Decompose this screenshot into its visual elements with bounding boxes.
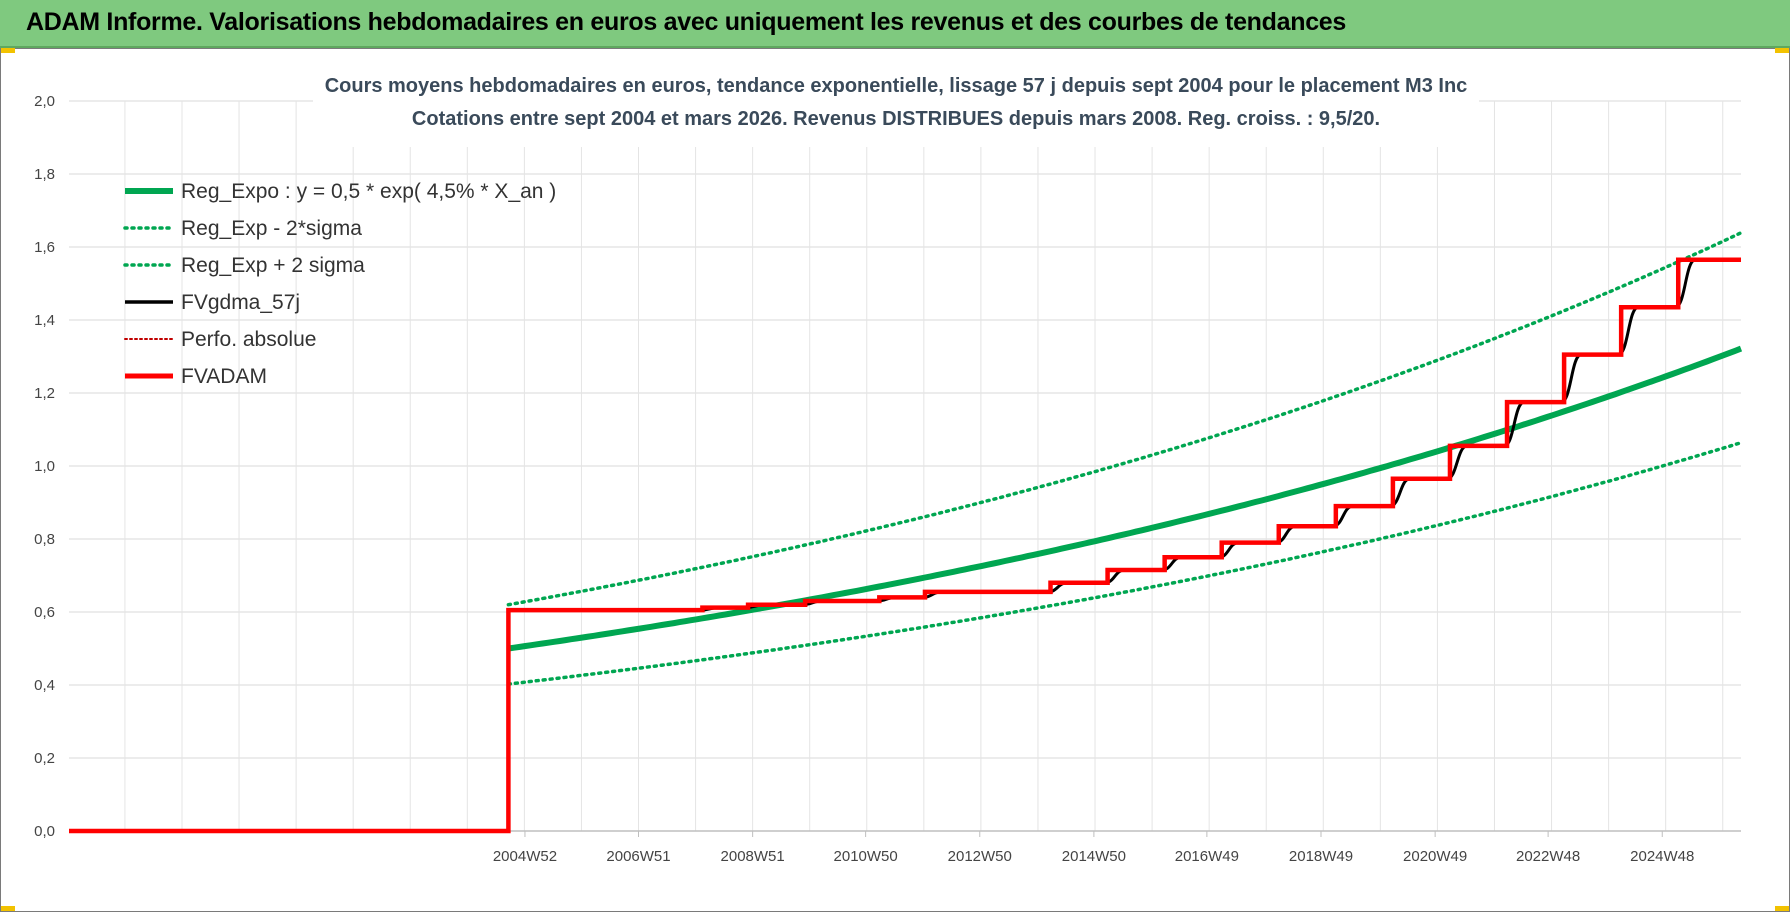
x-tick-label: 2012W50: [948, 848, 1012, 865]
series-reg-expo: [507, 345, 1743, 652]
chart-frame: 0,0 0,2 0,4 0,6 0,8 1,0 1,2 1,4 1,6 1,8 2,0 2004W52…: [0, 48, 1790, 912]
y-tick-label: 1,4: [34, 312, 55, 329]
title-background: [313, 75, 1479, 147]
report-header: ADAM Informe. Valorisations hebdomadaire…: [0, 0, 1790, 48]
y-tick-label: 0,8: [34, 531, 55, 548]
chart-subtitle: Cotations entre sept 2004 et mars 2026. …: [412, 108, 1380, 130]
legend-label: Perfo. absolue: [181, 328, 316, 351]
frame-corner-marker: [1775, 906, 1789, 911]
y-tick-label: 1,8: [34, 166, 55, 183]
legend-label: Reg_Exp - 2*sigma: [181, 217, 362, 240]
legend-label: Reg_Exp + 2 sigma: [181, 254, 365, 277]
chart-grid: [69, 100, 1741, 832]
legend-label: Reg_Expo : y = 0,5 * exp( 4,5% * X_an ): [181, 180, 556, 203]
x-tick-label: 2016W49: [1175, 848, 1239, 865]
x-tick-label: 2024W48: [1630, 848, 1694, 865]
frame-corner-marker: [1, 906, 15, 911]
chart-axes: 0,0 0,2 0,4 0,6 0,8 1,0 1,2 1,4 1,6 1,8 2,0 2004W52…: [34, 93, 1741, 865]
y-tick-label: 0,4: [34, 677, 55, 694]
chart-series: [69, 231, 1743, 834]
x-tick-label: 2004W52: [493, 848, 557, 865]
y-tick-label: 2,0: [34, 93, 55, 110]
x-tick-label: 2020W49: [1403, 848, 1467, 865]
x-tick-label: 2014W50: [1062, 848, 1126, 865]
series-fvgdma-57j: [69, 258, 1741, 833]
legend-label: FVgdma_57j: [181, 291, 300, 314]
x-tick-label: 2010W50: [834, 848, 898, 865]
chart-title: Cours moyens hebdomadaires en euros, ten…: [325, 75, 1468, 97]
report-title: ADAM Informe. Valorisations hebdomadaire…: [26, 8, 1347, 36]
y-tick-label: 0,6: [34, 604, 55, 621]
series-reg-exp-minus-2sigma: [506, 440, 1743, 686]
y-tick-label: 1,0: [34, 458, 55, 475]
series-reg-exp-plus-2sigma: [506, 231, 1743, 607]
x-tick-label: 2008W51: [721, 848, 785, 865]
frame-corner-marker: [1775, 48, 1789, 53]
x-tick-label: 2022W48: [1516, 848, 1580, 865]
y-tick-label: 1,6: [34, 239, 55, 256]
x-tick-label: 2006W51: [606, 848, 670, 865]
frame-corner-marker: [1, 48, 15, 53]
y-tick-label: 1,2: [34, 385, 55, 402]
series-fvadam: [69, 257, 1741, 834]
chart-legend: Reg_Expo : y = 0,5 * exp( 4,5% * X_an ) R…: [123, 180, 556, 388]
chart-canvas: 0,0 0,2 0,4 0,6 0,8 1,0 1,2 1,4 1,6 1,8 2,0 2004W52…: [34, 75, 1743, 865]
y-tick-label: 0,0: [34, 823, 55, 840]
legend-label: FVADAM: [181, 365, 267, 388]
y-tick-label: 0,2: [34, 750, 55, 767]
x-tick-label: 2018W49: [1289, 848, 1353, 865]
